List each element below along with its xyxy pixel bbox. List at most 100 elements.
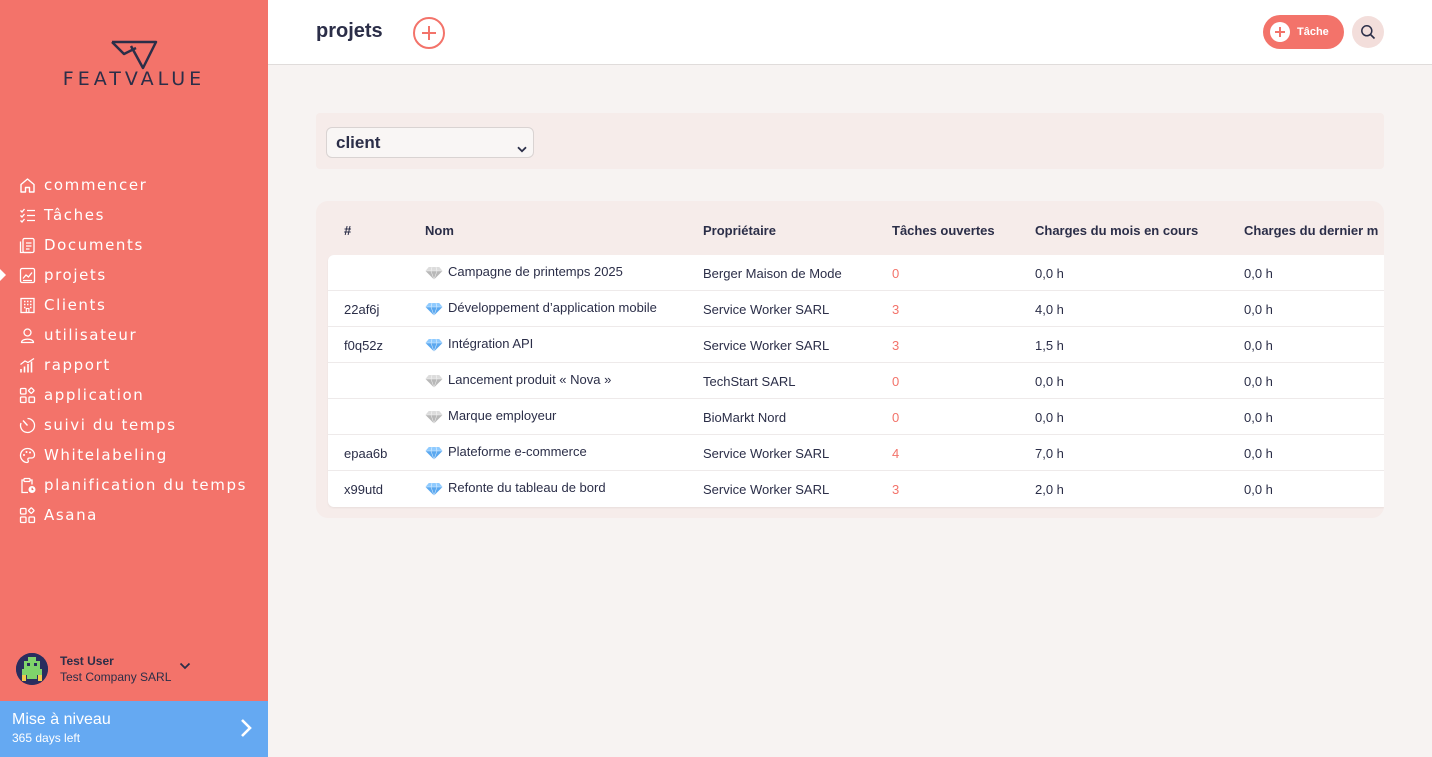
table-row[interactable]: Campagne de printemps 2025 Berger Maison … [328, 255, 1384, 291]
search-icon [1361, 25, 1376, 40]
project-name: Marque employeur [448, 407, 557, 423]
table-body: Campagne de printemps 2025 Berger Maison … [328, 255, 1384, 507]
project-name: Campagne de printemps 2025 [448, 263, 623, 279]
table-row[interactable]: 22af6j Développement d’application mobile… [328, 291, 1384, 327]
timer-icon [18, 416, 36, 434]
sidebar-item-application[interactable]: application [0, 380, 268, 410]
table-row[interactable]: Marque employeur BioMarkt Nord 0 0,0 h 0,0 h [328, 399, 1384, 435]
sidebar-item-rapport[interactable]: rapport [0, 350, 268, 380]
search-button[interactable] [1352, 16, 1384, 48]
upgrade-subtitle: 365 days left [12, 731, 81, 745]
table-row[interactable]: x99utd Refonte du tableau de bord Service … [328, 471, 1384, 507]
current-month-charges: 2,0 h [1035, 482, 1064, 497]
last-month-charges: 0,0 h [1244, 302, 1273, 317]
top-header: projets Tâche [268, 0, 1432, 65]
checklist-icon [18, 206, 36, 224]
upgrade-title: Mise à niveau [12, 711, 111, 728]
column-header-name[interactable]: Nom [425, 223, 454, 238]
open-tasks-count[interactable]: 3 [892, 338, 900, 353]
sidebar-item-utilisateur[interactable]: utilisateur [0, 320, 268, 350]
add-task-button[interactable]: Tâche [1263, 15, 1344, 49]
last-month-charges: 0,0 h [1244, 410, 1273, 425]
open-tasks-count[interactable]: 0 [892, 410, 900, 425]
table-row[interactable]: epaa6b Plateforme e-commerce Service Worke… [328, 435, 1384, 471]
sidebar-item-asana[interactable]: Asana [0, 500, 268, 530]
group-by-select[interactable]: client [326, 127, 534, 158]
diamond-blue-icon [425, 482, 443, 497]
current-month-charges: 1,5 h [1035, 338, 1064, 353]
project-id: f0q52z [344, 338, 384, 353]
project-name: Lancement produit « Nova » [448, 371, 612, 387]
last-month-charges: 0,0 h [1244, 338, 1273, 353]
palette-icon [18, 446, 36, 464]
clipboard-clock-icon [18, 476, 36, 494]
sidebar-item-suivi-du-temps[interactable]: suivi du temps [0, 410, 268, 440]
last-month-charges: 0,0 h [1244, 266, 1273, 281]
user-menu[interactable]: Test User Test Company SARL [16, 652, 256, 686]
apps-icon [18, 506, 36, 524]
diamond-gray-icon [425, 266, 443, 281]
logo-text: FEATVALUE [62, 68, 206, 90]
upgrade-banner[interactable]: Mise à niveau 365 days left [0, 701, 268, 757]
chevron-down-icon [517, 138, 527, 158]
project-name-cell[interactable]: Refonte du tableau de bord [425, 478, 606, 497]
open-tasks-count[interactable]: 3 [892, 482, 900, 497]
sidebar-item-clients[interactable]: Clients [0, 290, 268, 320]
table-header: # Nom Propriétaire Tâches ouvertes Charg… [316, 201, 1384, 254]
column-header-last-month[interactable]: Charges du dernier m [1244, 223, 1379, 238]
sidebar: FEATVALUE commencer Tâches Documents pro… [0, 0, 268, 757]
project-owner: Service Worker SARL [703, 482, 830, 497]
chevron-down-icon[interactable] [179, 657, 191, 675]
group-by-value: client [336, 132, 381, 152]
open-tasks-count[interactable]: 4 [892, 446, 900, 461]
diamond-blue-icon [425, 446, 443, 461]
project-name: Intégration API [448, 335, 534, 351]
column-header-current-month[interactable]: Charges du mois en cours [1035, 223, 1199, 238]
current-month-charges: 0,0 h [1035, 410, 1064, 425]
add-task-label: Tâche [1297, 26, 1329, 38]
project-name-cell[interactable]: Marque employeur [425, 406, 557, 425]
current-month-charges: 0,0 h [1035, 266, 1064, 281]
user-info: Test User Test Company SARL [60, 653, 171, 685]
column-header-id[interactable]: # [344, 223, 352, 238]
sidebar-item-projets[interactable]: projets [0, 260, 268, 290]
project-id: epaa6b [344, 446, 388, 461]
current-month-charges: 4,0 h [1035, 302, 1064, 317]
plus-icon [1270, 22, 1290, 42]
diamond-gray-icon [425, 410, 443, 425]
bar-chart-icon [18, 356, 36, 374]
project-id: 22af6j [344, 302, 380, 317]
building-icon [18, 296, 36, 314]
document-icon [18, 236, 36, 254]
user-name: Test User [60, 654, 114, 668]
open-tasks-count[interactable]: 0 [892, 266, 900, 281]
open-tasks-count[interactable]: 0 [892, 374, 900, 389]
open-tasks-count[interactable]: 3 [892, 302, 900, 317]
project-name-cell[interactable]: Plateforme e-commerce [425, 442, 587, 461]
logo-mark-icon [111, 40, 158, 70]
project-owner: Berger Maison de Mode [703, 266, 842, 281]
add-project-button[interactable] [413, 17, 445, 49]
project-name: Plateforme e-commerce [448, 443, 587, 459]
project-name-cell[interactable]: Intégration API [425, 334, 534, 353]
project-name-cell[interactable]: Lancement produit « Nova » [425, 370, 612, 389]
project-owner: Service Worker SARL [703, 446, 830, 461]
filter-bar: client [316, 113, 1384, 169]
project-owner: TechStart SARL [703, 374, 796, 389]
column-header-owner[interactable]: Propriétaire [703, 223, 776, 238]
logo[interactable]: FEATVALUE [48, 40, 220, 90]
sidebar-item-whitelabeling[interactable]: Whitelabeling [0, 440, 268, 470]
sidebar-item-commencer[interactable]: commencer [0, 170, 268, 200]
sidebar-item-planification-du-temps[interactable]: planification du temps [0, 470, 268, 500]
project-name: Développement d’application mobile [448, 299, 657, 315]
project-name-cell[interactable]: Développement d’application mobile [425, 298, 657, 317]
sidebar-item-documents[interactable]: Documents [0, 230, 268, 260]
user-icon [18, 326, 36, 344]
project-owner: BioMarkt Nord [703, 410, 787, 425]
current-month-charges: 7,0 h [1035, 446, 1064, 461]
table-row[interactable]: f0q52z Intégration API Service Worker SARL… [328, 327, 1384, 363]
table-row[interactable]: Lancement produit « Nova » TechStart SARL… [328, 363, 1384, 399]
column-header-open-tasks[interactable]: Tâches ouvertes [892, 223, 995, 238]
sidebar-item-taches[interactable]: Tâches [0, 200, 268, 230]
project-name-cell[interactable]: Campagne de printemps 2025 [425, 262, 623, 281]
